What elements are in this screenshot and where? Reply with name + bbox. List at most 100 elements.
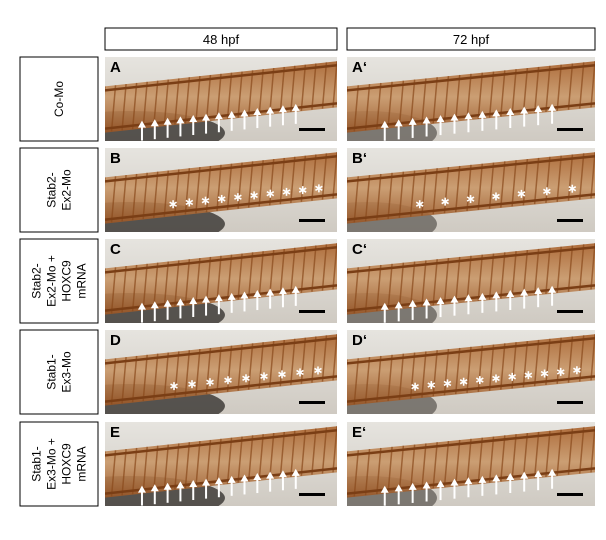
scale-bar — [557, 128, 583, 131]
segment-vessel — [347, 177, 348, 187]
segment-vessel — [578, 62, 585, 109]
arrow-head — [478, 110, 487, 118]
asterisk — [568, 184, 577, 193]
segment-vessel — [421, 260, 427, 307]
segment-vessel — [454, 165, 461, 213]
column-header-box — [104, 27, 338, 51]
segment-vessel — [376, 447, 382, 495]
segment-vessel — [195, 349, 201, 396]
segment-vessel — [590, 152, 595, 199]
panel-letter: A — [110, 59, 121, 76]
row-label-box — [19, 329, 99, 415]
segment-vessel — [590, 426, 595, 473]
segment-vessel — [216, 346, 222, 394]
segment-vessel — [321, 153, 328, 200]
segment-vessel — [533, 66, 540, 114]
segment-vessel — [300, 337, 307, 384]
scale-bar — [557, 493, 583, 496]
asterisk — [466, 195, 475, 204]
segment-vessel — [110, 176, 117, 223]
asterisk — [314, 366, 322, 375]
segment-vessel — [409, 79, 416, 126]
arrow-head — [176, 116, 185, 124]
segment-vessel — [247, 161, 254, 208]
segment-vessel — [432, 168, 438, 215]
arrow-head — [240, 291, 249, 299]
arrow-head — [534, 470, 543, 478]
asterisk — [427, 381, 436, 390]
arrow-head — [436, 115, 445, 123]
segment-vessel — [578, 335, 585, 382]
segment-vessel — [353, 267, 360, 314]
arrow-head — [422, 481, 431, 489]
asterisk-stroke — [278, 371, 286, 378]
segment-vessel — [556, 429, 562, 476]
trunk-vessels — [105, 152, 337, 224]
row-label-line: Co-Mo — [52, 81, 66, 117]
asterisk — [492, 192, 500, 201]
dorsal-vessel — [105, 245, 337, 274]
segment-vessel — [578, 244, 585, 291]
arrow-head — [150, 119, 159, 127]
arrow-head — [492, 291, 501, 299]
segment-vessel — [477, 163, 484, 210]
segment-vessel — [522, 433, 529, 480]
segment-vessel — [268, 433, 275, 480]
asterisk — [542, 187, 551, 196]
segment-vessel — [105, 359, 106, 369]
arrow-head — [227, 110, 236, 118]
segment-vessel — [432, 259, 438, 306]
segment-vessel — [511, 160, 517, 207]
micrograph — [347, 330, 595, 414]
segment-vessel — [321, 427, 328, 474]
asterisk-stroke — [568, 186, 577, 192]
panel-letter: C — [110, 241, 121, 258]
arrow-head — [520, 106, 529, 114]
segment-vessel — [578, 153, 585, 200]
segment-vessel — [195, 76, 201, 123]
arrow-head — [150, 484, 159, 492]
column-header-box — [346, 27, 596, 51]
segment-vessel — [556, 155, 562, 202]
asterisk-stroke — [169, 201, 177, 207]
asterisk-stroke — [217, 196, 226, 202]
arrow-head — [408, 482, 417, 490]
segment-vessel — [105, 451, 106, 461]
asterisk — [201, 196, 210, 205]
asterisk — [206, 378, 214, 387]
arrow-head — [506, 108, 515, 116]
trunk-vessels — [347, 426, 595, 498]
segment-vessel — [398, 353, 405, 400]
segment-vessel — [353, 358, 360, 405]
asterisk-stroke — [508, 374, 517, 380]
asterisk — [282, 187, 291, 196]
asterisk — [475, 376, 484, 385]
arrow-head — [478, 475, 487, 483]
dorsal-vessel — [347, 336, 595, 365]
segment-vessel — [195, 441, 201, 488]
segment-vessel — [237, 71, 243, 118]
segment-vessel — [421, 78, 427, 125]
arrow-head — [202, 295, 211, 303]
row-label-line: HOXC9 — [60, 443, 74, 485]
segment-vessel — [311, 428, 317, 475]
micrograph — [105, 57, 337, 141]
arrow-head — [534, 105, 543, 113]
segment-vessel — [174, 443, 180, 490]
arrow-head — [450, 295, 459, 303]
asterisk-stroke — [282, 189, 291, 195]
segment-vessel — [347, 359, 348, 369]
asterisk — [556, 367, 565, 376]
ventral-vessel — [347, 193, 595, 221]
arrow-head — [464, 294, 473, 302]
segment-vessel — [477, 254, 484, 301]
segment-vessel — [500, 435, 506, 482]
row-label-line: Stab2- — [30, 263, 44, 298]
segment-vessel — [311, 336, 317, 383]
asterisk — [492, 374, 500, 383]
arrow-head — [408, 299, 417, 307]
segment-vessel — [522, 68, 529, 115]
asterisk — [260, 372, 268, 381]
segment-vessel — [398, 262, 405, 309]
segment-vessel — [290, 156, 296, 204]
